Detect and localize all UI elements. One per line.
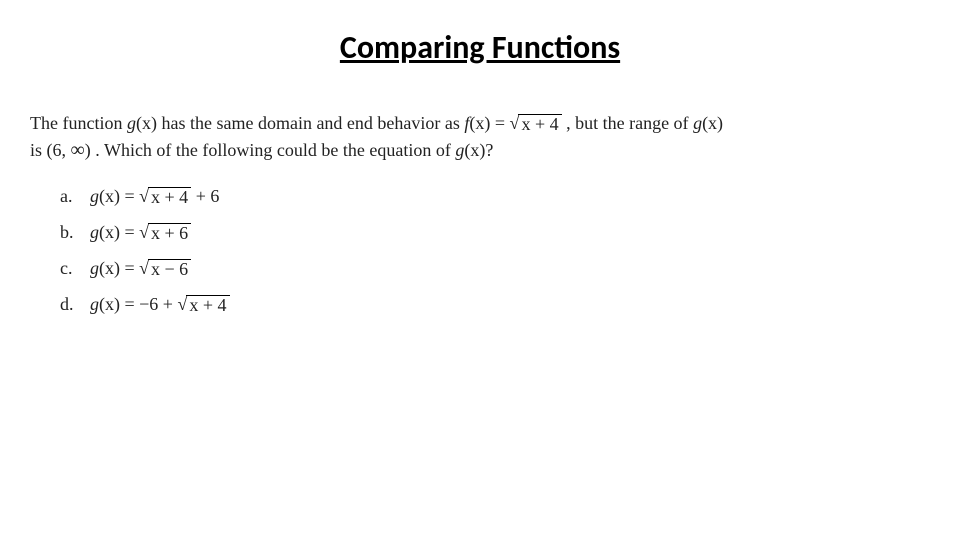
choice-c-paren: (x) = bbox=[99, 258, 139, 278]
choice-c-radicand: x − 6 bbox=[148, 259, 191, 280]
choice-a[interactable]: a. g(x) = √x + 4 + 6 bbox=[60, 183, 940, 209]
choice-d-prefix: −6 + bbox=[139, 294, 177, 314]
q-text-1: The function bbox=[30, 113, 127, 133]
choice-b-sqrt: √x + 6 bbox=[139, 223, 191, 244]
choice-d-radicand: x + 4 bbox=[186, 295, 229, 316]
q-gx1-paren: (x) bbox=[136, 113, 157, 133]
q-range-open: (6, bbox=[47, 140, 71, 160]
q-gx-1: g(x) bbox=[127, 113, 157, 133]
q-fx-radicand: x + 4 bbox=[518, 114, 561, 135]
page-title: Comparing Functions bbox=[0, 28, 960, 67]
choice-d-expr: g(x) = −6 + √x + 4 bbox=[90, 291, 230, 317]
q-range: (6, ∞) bbox=[47, 140, 96, 160]
question-text: The function g(x) has the same domain an… bbox=[30, 110, 940, 165]
choice-b-expr: g(x) = √x + 6 bbox=[90, 219, 191, 245]
choice-a-radicand: x + 4 bbox=[148, 187, 191, 208]
q-text-4a: is bbox=[30, 140, 47, 160]
choice-a-sqrt: √x + 4 bbox=[139, 187, 191, 208]
q-gx1-g: g bbox=[127, 113, 136, 133]
q-fx: f(x) = √x + 4 bbox=[464, 113, 566, 133]
q-gx3-paren: (x)? bbox=[464, 140, 493, 160]
q-gx-2: g(x) bbox=[693, 113, 723, 133]
choice-b-g: g bbox=[90, 222, 99, 242]
choice-c[interactable]: c. g(x) = √x − 6 bbox=[60, 255, 940, 281]
choice-c-letter: c. bbox=[60, 255, 90, 281]
slide: Comparing Functions The function g(x) ha… bbox=[0, 0, 960, 540]
q-text-4b: . Which of the following could be the eq… bbox=[95, 140, 455, 160]
infinity-icon: ∞ bbox=[71, 139, 85, 161]
q-fx-paren: (x) = bbox=[469, 113, 509, 133]
q-text-2: has the same domain and end behavior as bbox=[161, 113, 464, 133]
choice-a-tail: + 6 bbox=[191, 186, 219, 206]
choice-c-sqrt: √x − 6 bbox=[139, 259, 191, 280]
q-gx2-paren: (x) bbox=[702, 113, 723, 133]
choice-a-expr: g(x) = √x + 4 + 6 bbox=[90, 183, 219, 209]
choice-b-letter: b. bbox=[60, 219, 90, 245]
q-text-3: , but the range of bbox=[566, 113, 693, 133]
choice-d-paren: (x) = bbox=[99, 294, 139, 314]
choice-c-expr: g(x) = √x − 6 bbox=[90, 255, 191, 281]
answer-choices: a. g(x) = √x + 4 + 6 b. g(x) = √x + 6 c.… bbox=[60, 183, 940, 317]
choice-b[interactable]: b. g(x) = √x + 6 bbox=[60, 219, 940, 245]
choice-a-letter: a. bbox=[60, 183, 90, 209]
choice-d-letter: d. bbox=[60, 291, 90, 317]
question-body: The function g(x) has the same domain an… bbox=[30, 110, 940, 327]
choice-a-g: g bbox=[90, 186, 99, 206]
choice-d-g: g bbox=[90, 294, 99, 314]
choice-b-radicand: x + 6 bbox=[148, 223, 191, 244]
q-gx2-g: g bbox=[693, 113, 702, 133]
q-gx-3: g(x)? bbox=[455, 140, 493, 160]
choice-d[interactable]: d. g(x) = −6 + √x + 4 bbox=[60, 291, 940, 317]
q-range-close: ) bbox=[85, 140, 91, 160]
q-fx-sqrt: √x + 4 bbox=[510, 114, 562, 135]
choice-d-sqrt: √x + 4 bbox=[177, 295, 229, 316]
choice-b-paren: (x) = bbox=[99, 222, 139, 242]
choice-c-g: g bbox=[90, 258, 99, 278]
choice-a-paren: (x) = bbox=[99, 186, 139, 206]
